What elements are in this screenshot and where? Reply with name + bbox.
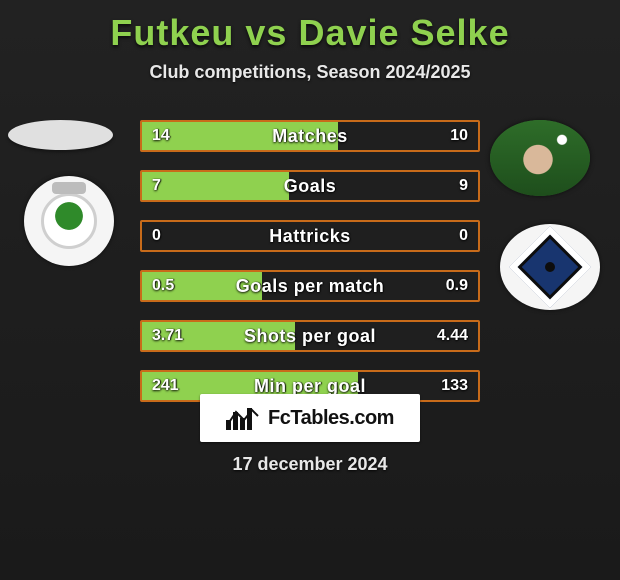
player-left-club-badge <box>24 176 114 266</box>
spark-chart-icon <box>226 406 260 430</box>
club-crest-right-icon <box>509 226 591 308</box>
source-logo: FcTables.com <box>200 394 420 442</box>
player-left-photo <box>8 120 113 150</box>
date-label: 17 december 2024 <box>0 454 620 475</box>
comparison-bars: 1410Matches 79Goals 00Hattricks 0.50.9Goals… <box>140 120 480 420</box>
stat-row: 00Hattricks <box>140 220 480 252</box>
stat-row: 3.714.44Shots per goal <box>140 320 480 352</box>
stat-label: Hattricks <box>142 222 478 250</box>
page-title: Futkeu vs Davie Selke <box>0 0 620 54</box>
stat-row: 1410Matches <box>140 120 480 152</box>
page-subtitle: Club competitions, Season 2024/2025 <box>0 62 620 83</box>
stat-label: Shots per goal <box>142 322 478 350</box>
stat-row: 79Goals <box>140 170 480 202</box>
club-crest-left-icon <box>41 193 97 249</box>
stat-row: 0.50.9Goals per match <box>140 270 480 302</box>
player-face-icon <box>490 120 590 196</box>
player-right-photo <box>490 120 590 196</box>
source-logo-text: FcTables.com <box>268 407 394 430</box>
stat-label: Matches <box>142 122 478 150</box>
player-right-club-badge <box>500 224 600 310</box>
stat-label: Goals per match <box>142 272 478 300</box>
sparkline-icon <box>226 406 260 430</box>
comparison-infographic: Futkeu vs Davie Selke Club competitions,… <box>0 0 620 580</box>
stat-label: Goals <box>142 172 478 200</box>
